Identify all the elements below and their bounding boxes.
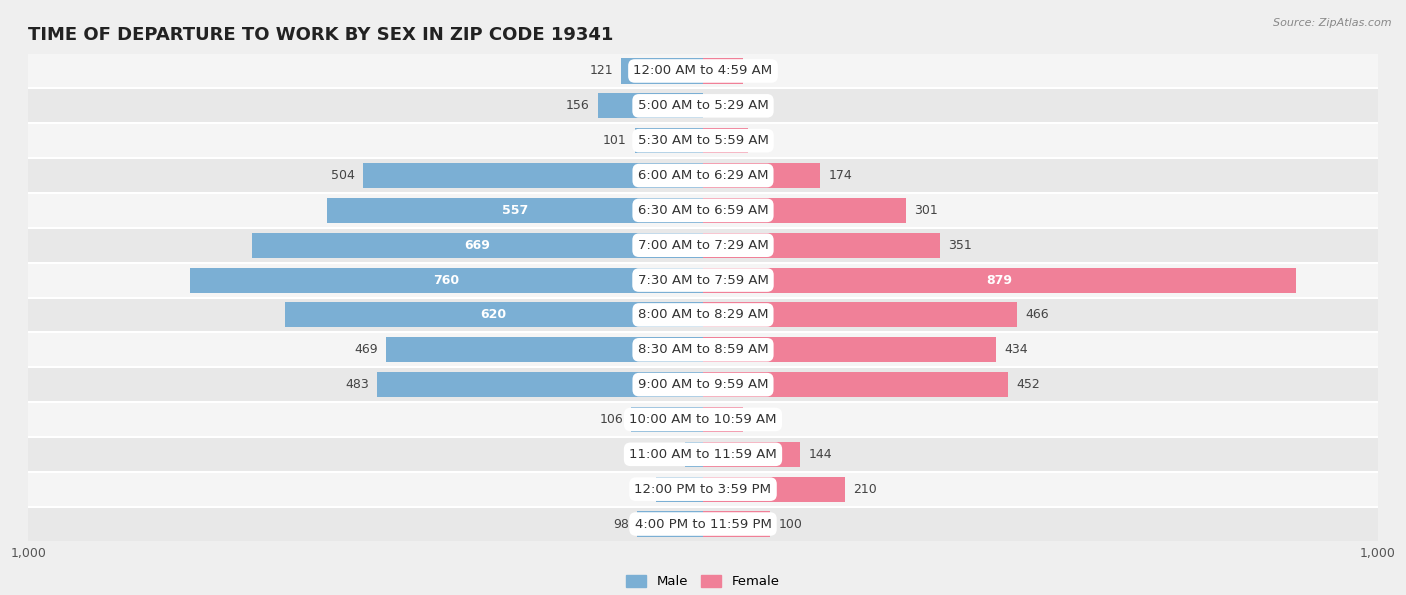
Text: 434: 434: [1004, 343, 1028, 356]
Bar: [28, 298, 1378, 333]
Text: 6:00 AM to 6:29 AM: 6:00 AM to 6:29 AM: [638, 169, 768, 182]
Text: 452: 452: [1017, 378, 1040, 391]
Bar: [657, 477, 703, 502]
Bar: [703, 163, 821, 188]
Bar: [284, 302, 703, 327]
Text: 557: 557: [502, 204, 529, 217]
Bar: [631, 407, 703, 432]
Bar: [377, 372, 703, 397]
Text: 210: 210: [853, 483, 876, 496]
Bar: [252, 233, 703, 258]
Text: 9:00 AM to 9:59 AM: 9:00 AM to 9:59 AM: [638, 378, 768, 391]
Bar: [703, 407, 744, 432]
Bar: [28, 158, 1378, 193]
Bar: [686, 441, 703, 467]
Text: TIME OF DEPARTURE TO WORK BY SEX IN ZIP CODE 19341: TIME OF DEPARTURE TO WORK BY SEX IN ZIP …: [28, 26, 613, 43]
Text: 66: 66: [755, 134, 772, 147]
Bar: [703, 302, 1018, 327]
Bar: [703, 198, 905, 223]
Bar: [703, 512, 770, 537]
Bar: [28, 402, 1378, 437]
Text: 620: 620: [481, 308, 506, 321]
Bar: [636, 128, 703, 154]
Bar: [28, 333, 1378, 367]
Text: 5:30 AM to 5:59 AM: 5:30 AM to 5:59 AM: [637, 134, 769, 147]
Text: 301: 301: [914, 204, 938, 217]
Bar: [598, 93, 703, 118]
Text: 101: 101: [603, 134, 627, 147]
Text: 59: 59: [751, 64, 766, 77]
Text: 7:30 AM to 7:59 AM: 7:30 AM to 7:59 AM: [637, 274, 769, 287]
Text: 174: 174: [828, 169, 852, 182]
Text: 7:00 AM to 7:29 AM: 7:00 AM to 7:29 AM: [638, 239, 768, 252]
Text: 5:00 AM to 5:29 AM: 5:00 AM to 5:29 AM: [638, 99, 768, 112]
Text: 10:00 AM to 10:59 AM: 10:00 AM to 10:59 AM: [630, 413, 776, 426]
Bar: [703, 441, 800, 467]
Text: 483: 483: [346, 378, 368, 391]
Bar: [28, 54, 1378, 89]
Text: 12:00 AM to 4:59 AM: 12:00 AM to 4:59 AM: [634, 64, 772, 77]
Bar: [703, 128, 748, 154]
Text: Source: ZipAtlas.com: Source: ZipAtlas.com: [1274, 18, 1392, 28]
Text: 669: 669: [464, 239, 491, 252]
Bar: [28, 123, 1378, 158]
Text: 4:00 PM to 11:59 PM: 4:00 PM to 11:59 PM: [634, 518, 772, 531]
Text: 8:30 AM to 8:59 AM: 8:30 AM to 8:59 AM: [638, 343, 768, 356]
Text: 156: 156: [565, 99, 589, 112]
Text: 60: 60: [752, 413, 768, 426]
Bar: [703, 337, 995, 362]
Legend: Male, Female: Male, Female: [621, 569, 785, 593]
Text: 879: 879: [987, 274, 1012, 287]
Bar: [28, 89, 1378, 123]
Text: 466: 466: [1025, 308, 1049, 321]
Bar: [703, 268, 1296, 293]
Text: 0: 0: [711, 99, 718, 112]
Text: 98: 98: [613, 518, 628, 531]
Text: 121: 121: [589, 64, 613, 77]
Bar: [28, 262, 1378, 298]
Bar: [703, 477, 845, 502]
Bar: [328, 198, 703, 223]
Text: 106: 106: [599, 413, 623, 426]
Text: 351: 351: [948, 239, 972, 252]
Bar: [703, 233, 939, 258]
Bar: [28, 506, 1378, 541]
Text: 26: 26: [662, 448, 678, 461]
Bar: [703, 372, 1008, 397]
Text: 760: 760: [433, 274, 460, 287]
Bar: [387, 337, 703, 362]
Bar: [363, 163, 703, 188]
Bar: [28, 228, 1378, 262]
Bar: [637, 512, 703, 537]
Bar: [28, 437, 1378, 472]
Text: 144: 144: [808, 448, 832, 461]
Text: 8:00 AM to 8:29 AM: 8:00 AM to 8:29 AM: [638, 308, 768, 321]
Bar: [28, 193, 1378, 228]
Text: 100: 100: [779, 518, 803, 531]
Bar: [703, 58, 742, 83]
Bar: [190, 268, 703, 293]
Bar: [621, 58, 703, 83]
Text: 11:00 AM to 11:59 AM: 11:00 AM to 11:59 AM: [628, 448, 778, 461]
Text: 12:00 PM to 3:59 PM: 12:00 PM to 3:59 PM: [634, 483, 772, 496]
Text: 69: 69: [633, 483, 648, 496]
Text: 469: 469: [354, 343, 378, 356]
Text: 6:30 AM to 6:59 AM: 6:30 AM to 6:59 AM: [638, 204, 768, 217]
Bar: [28, 472, 1378, 506]
Text: 504: 504: [330, 169, 354, 182]
Bar: [28, 367, 1378, 402]
